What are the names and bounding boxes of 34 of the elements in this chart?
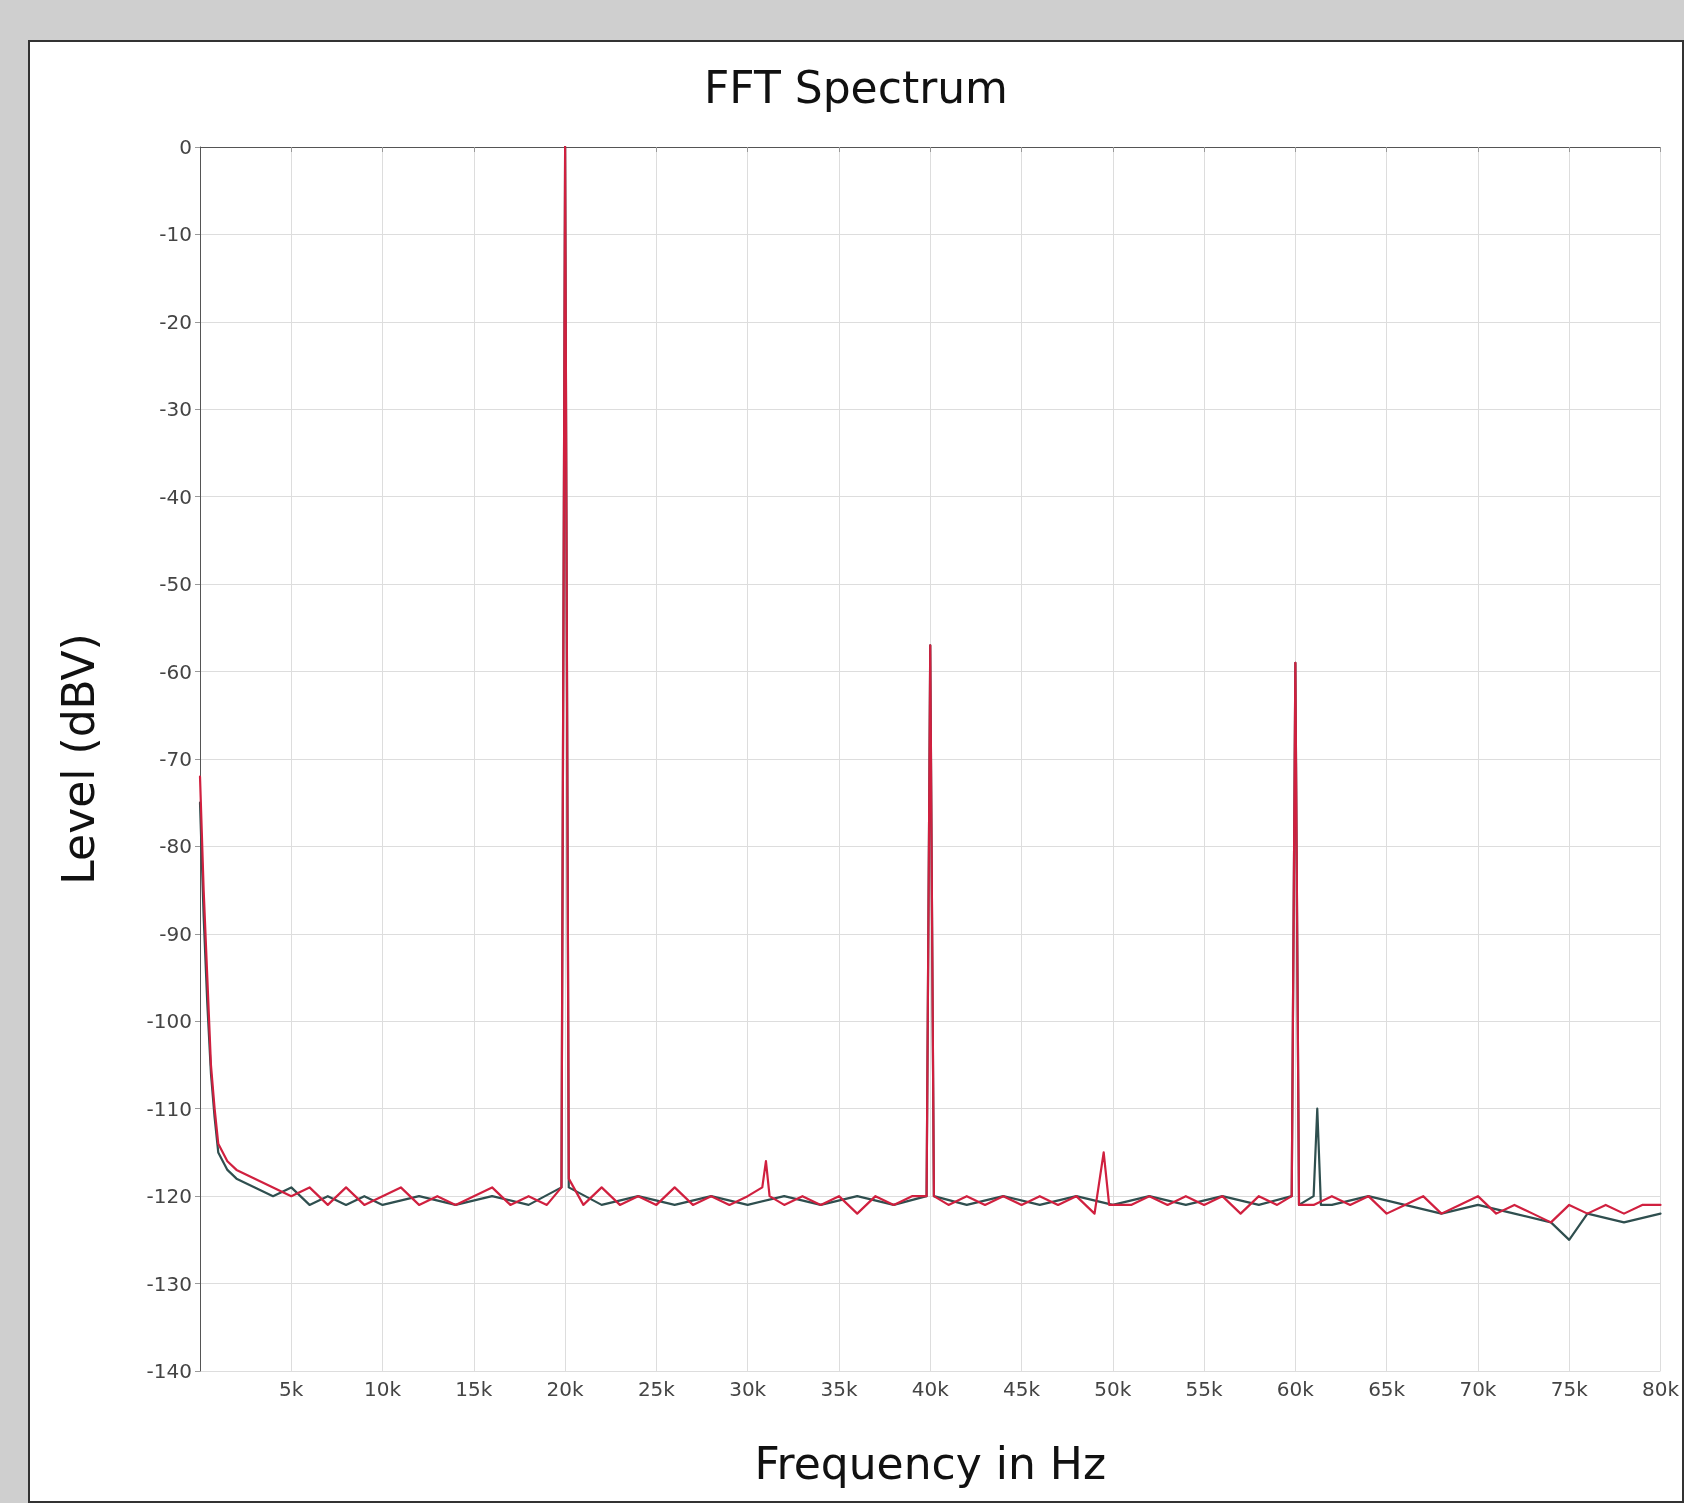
x-tick-label: 65k [1368,1377,1406,1401]
y-tick-label: -20 [159,309,192,334]
y-tick-label: -130 [146,1271,192,1296]
x-tick-label: 25k [637,1377,676,1401]
x-tick-label: 10k [364,1377,402,1401]
x-tick-label: 70k [1459,1377,1497,1401]
y-tick-label: -70 [159,747,192,771]
y-tick-label: -10 [159,222,192,247]
x-tick-label: 75k [1550,1377,1589,1401]
x-tick-label: 20k [546,1377,585,1401]
x-tick-label: 45k [1003,1377,1041,1401]
y-tick-label: -80 [159,834,192,859]
x-tick-label: 5k [279,1377,304,1401]
x-tick-label: 15k [455,1377,493,1401]
y-axis-title: Level (dBV) [52,633,104,885]
x-tick-label: 30k [729,1377,767,1401]
chart-title: FFT Spectrum [704,61,1008,113]
x-tick-label: 80k [1641,1377,1680,1401]
x-tick-label: 35k [820,1377,858,1401]
y-tick-label: -40 [159,484,192,509]
y-tick-label: -90 [159,921,192,946]
x-axis-title: Frequency in Hz [754,1437,1107,1489]
y-tick-label: -120 [146,1184,192,1209]
y-tick-label: -140 [146,1359,192,1383]
x-tick-label: 55k [1185,1377,1224,1401]
y-tick-label: -50 [159,572,192,597]
x-tick-label: 60k [1276,1377,1315,1401]
x-tick-label: 40k [911,1377,950,1401]
x-tick-label: 50k [1094,1377,1132,1401]
y-tick-label: 0 [179,135,192,159]
y-tick-label: -100 [146,1009,192,1034]
y-tick-label: -110 [146,1096,192,1121]
y-tick-label: -60 [159,659,192,684]
y-tick-label: -30 [159,397,192,422]
